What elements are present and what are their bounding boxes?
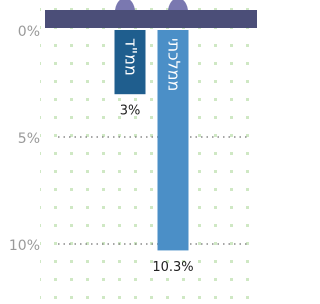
top-band <box>45 10 257 28</box>
bar-label: ממלכתי <box>165 38 184 91</box>
y-tick-label: 10% <box>9 238 40 254</box>
y-tick-label: 0% <box>18 24 40 40</box>
background-pattern <box>40 0 257 304</box>
value-label: 10.3% <box>152 260 193 275</box>
chart: 0% 5% 10% ממ"ד 3% ממלכתי 10.3% <box>0 0 257 304</box>
y-tick-label: 5% <box>18 131 40 147</box>
value-label: 3% <box>120 104 141 119</box>
bar-label: ממ"ד <box>122 38 141 76</box>
